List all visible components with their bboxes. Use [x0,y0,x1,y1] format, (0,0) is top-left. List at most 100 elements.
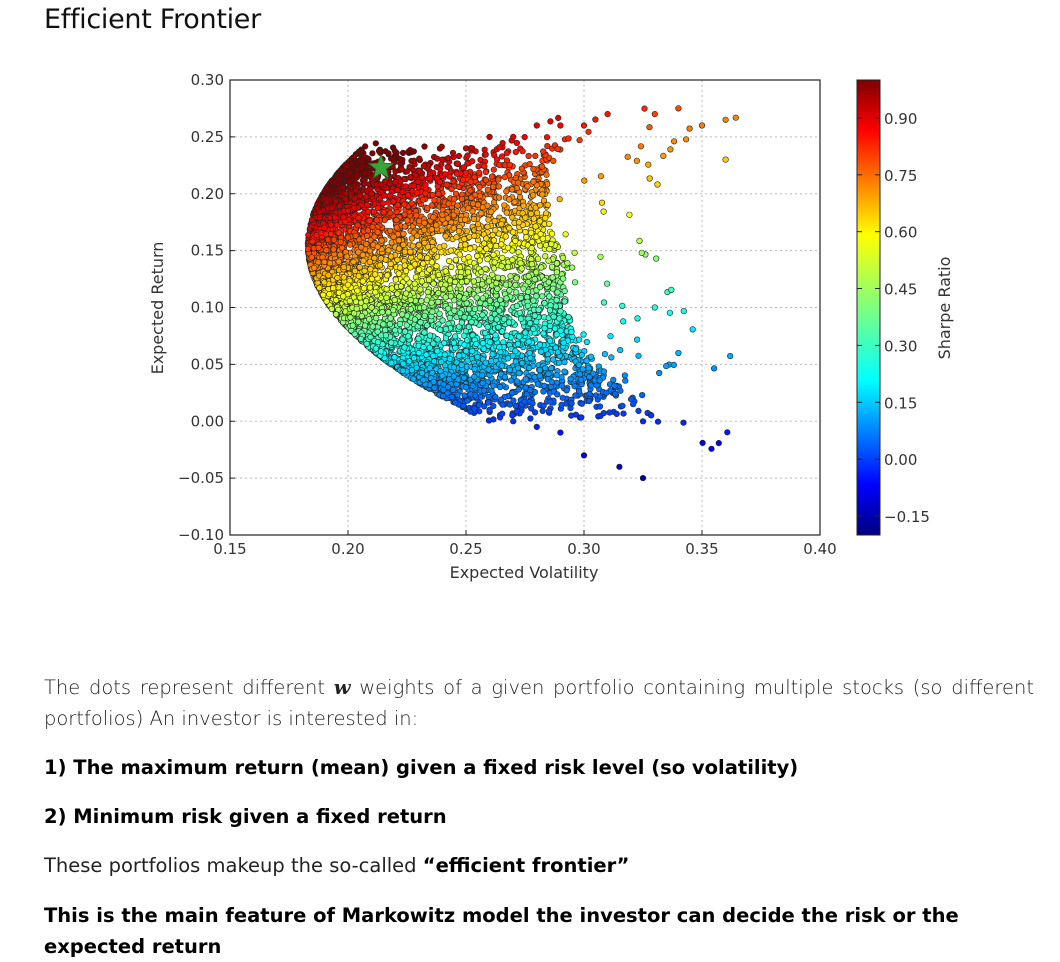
portfolio-point [464,301,470,307]
portfolio-point [541,389,547,395]
portfolio-point [501,316,507,322]
portfolio-point [402,224,408,230]
portfolio-point [426,277,432,283]
portfolio-point [411,355,417,361]
portfolio-point [542,365,548,371]
portfolio-point [445,216,451,222]
portfolio-point [515,180,521,186]
portfolio-point [480,380,486,386]
portfolio-point [439,228,445,234]
portfolio-point [453,400,459,406]
portfolio-point [405,218,411,224]
portfolio-point [497,162,503,168]
portfolio-point [527,350,533,356]
portfolio-point [542,383,548,389]
portfolio-point [420,261,426,267]
portfolio-point [485,224,491,230]
portfolio-point [536,307,542,313]
portfolio-point [506,320,512,326]
portfolio-point [389,360,395,366]
portfolio-point [376,148,382,154]
portfolio-point [456,377,462,383]
portfolio-point [337,203,343,209]
portfolio-point [576,388,582,394]
portfolio-point [545,143,551,149]
portfolio-point [406,193,412,199]
portfolio-point [465,161,471,167]
portfolio-point [332,215,338,221]
portfolio-point [435,348,441,354]
portfolio-point [597,404,603,410]
portfolio-point [388,316,394,322]
portfolio-point [562,288,568,294]
portfolio-point [394,225,400,231]
portfolio-point [483,266,489,272]
portfolio-point [427,345,433,351]
portfolio-point [466,306,472,312]
portfolio-point [468,179,474,185]
portfolio-point [541,403,547,409]
portfolio-point [527,161,533,167]
portfolio-point [338,239,344,245]
portfolio-point [456,153,462,159]
portfolio-point [534,210,540,216]
portfolio-point [477,258,483,264]
portfolio-point [537,367,543,373]
portfolio-point [459,362,465,368]
portfolio-point [539,164,545,170]
portfolio-point [528,355,534,361]
portfolio-point [471,216,477,222]
portfolio-point [562,299,568,305]
portfolio-point [470,348,476,354]
portfolio-point [430,192,436,198]
portfolio-point [555,392,561,398]
portfolio-point [408,297,414,303]
portfolio-point [447,174,453,180]
portfolio-point [362,304,368,310]
portfolio-point [462,342,468,348]
portfolio-point [526,339,532,345]
portfolio-point [503,234,509,240]
portfolio-point [537,202,543,208]
portfolio-point [470,383,476,389]
portfolio-point [408,265,414,271]
portfolio-point [414,213,420,219]
portfolio-point [387,321,393,327]
portfolio-point [518,316,524,322]
portfolio-point [535,381,541,387]
portfolio-point [491,252,497,258]
portfolio-point [517,310,523,316]
portfolio-point [483,169,489,175]
portfolio-point [404,169,410,175]
portfolio-point [370,151,376,157]
portfolio-point [485,324,491,330]
portfolio-point [553,304,559,310]
portfolio-point [421,227,427,233]
portfolio-point [546,371,552,377]
portfolio-point [518,261,524,267]
portfolio-point [483,177,489,183]
portfolio-point [483,152,489,158]
portfolio-point [323,232,329,238]
portfolio-point [342,196,348,202]
portfolio-point [468,188,474,194]
portfolio-point [408,307,414,313]
portfolio-point [513,403,519,409]
portfolio-point [461,375,467,381]
portfolio-point [503,282,509,288]
portfolio-point [541,331,547,337]
portfolio-point [385,273,391,279]
portfolio-point [601,410,607,416]
portfolio-point [488,316,494,322]
portfolio-point [547,338,553,344]
portfolio-point [360,279,366,285]
portfolio-point [447,278,453,284]
portfolio-point [561,340,567,346]
portfolio-point [399,167,405,173]
portfolio-point [579,401,585,407]
portfolio-point [455,161,461,167]
portfolio-point [466,254,472,260]
portfolio-point [474,295,480,301]
portfolio-point [400,189,406,195]
portfolio-point [505,245,511,251]
